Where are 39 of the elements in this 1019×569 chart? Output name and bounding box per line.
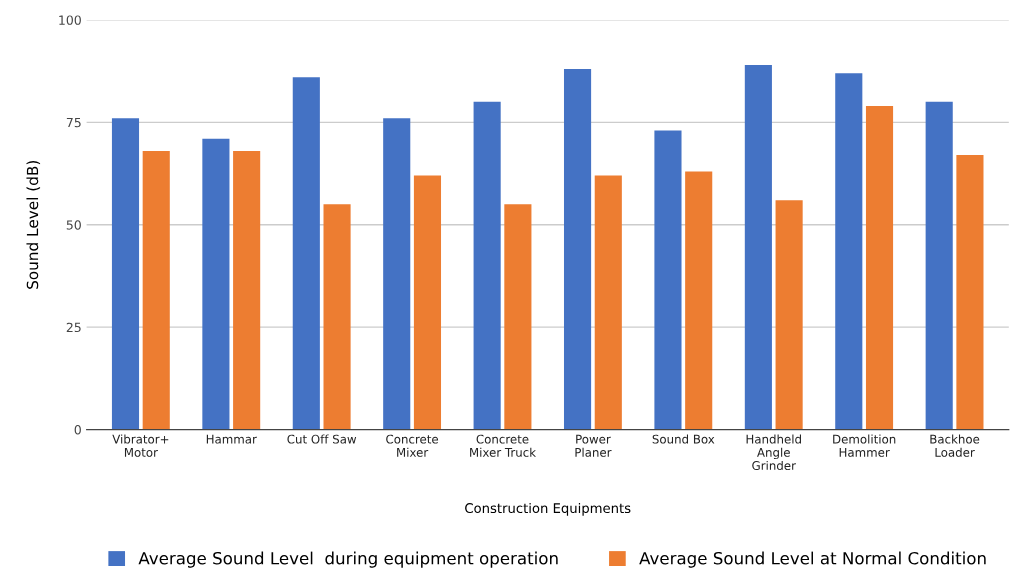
- bar: [413, 175, 442, 430]
- legend-label: Average Sound Level at Normal Condition: [639, 551, 986, 568]
- y-tick-label: 75: [66, 117, 81, 128]
- bar: [594, 175, 622, 430]
- bar: [563, 69, 592, 430]
- bar: [292, 77, 320, 430]
- y-axis-title: Sound Level (dB): [26, 160, 41, 289]
- bar: [925, 101, 953, 430]
- bar: [473, 101, 501, 430]
- x-axis-title: Construction Equipments: [465, 502, 631, 516]
- bar: [956, 155, 984, 430]
- y-tick-label: 100: [59, 15, 81, 25]
- bar: [835, 73, 863, 430]
- x-tick-label: Cut Off Saw: [287, 434, 357, 444]
- bar: [142, 151, 170, 430]
- y-tick-label: 50: [66, 220, 81, 230]
- x-tick-label: Concrete Mixer Truck: [470, 434, 537, 457]
- y-tick-label: 0: [74, 425, 81, 435]
- x-tick-label: Sound Box: [652, 434, 715, 444]
- bar: [654, 130, 682, 430]
- x-tick-label: Power Planer: [575, 434, 612, 457]
- x-tick-label: Demolition Hammer: [833, 434, 896, 457]
- bar: [744, 64, 772, 430]
- x-tick-label: Backhoe Loader: [930, 434, 980, 457]
- y-tick-label: 25: [66, 322, 81, 333]
- bar: [775, 200, 803, 430]
- x-tick-label: Vibrator+ Motor: [112, 434, 169, 457]
- bar: [233, 151, 261, 430]
- bar: [383, 118, 411, 430]
- x-tick-label: Concrete Mixer: [386, 434, 439, 457]
- legend-label: Average Sound Level during equipment operation: [138, 551, 558, 568]
- bar: [865, 105, 894, 430]
- bar: [323, 204, 351, 430]
- bar: [111, 118, 140, 430]
- bar: [504, 204, 532, 430]
- bar: [685, 171, 713, 430]
- x-tick-label: Hammar: [206, 434, 257, 444]
- bar: [202, 138, 230, 430]
- x-tick-label: Handheld Angle Grinder: [746, 434, 801, 471]
